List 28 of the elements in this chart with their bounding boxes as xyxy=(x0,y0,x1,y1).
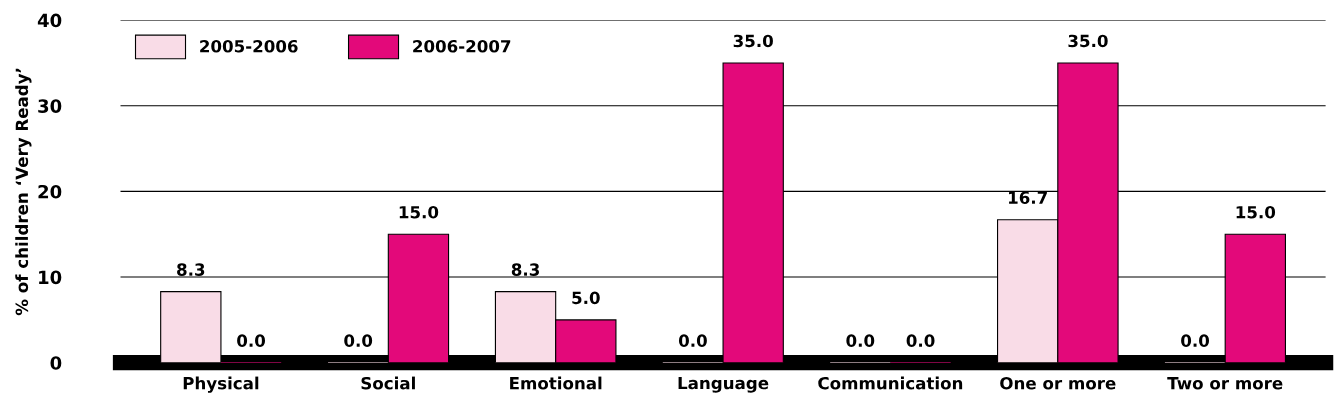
data-label: 15.0 xyxy=(399,205,439,219)
data-label: 5.0 xyxy=(572,291,600,305)
y-tick-label: 0 xyxy=(50,356,62,370)
x-tick-label: Emotional xyxy=(510,376,602,390)
legend-label: 2006-2007 xyxy=(413,39,511,53)
data-label: 35.0 xyxy=(733,34,773,48)
legend-label: 2005-2006 xyxy=(200,39,298,53)
data-label: 35.0 xyxy=(1068,34,1108,48)
x-tick-label: Social xyxy=(361,376,415,390)
data-label: 0.0 xyxy=(906,334,935,347)
data-label: 0.0 xyxy=(344,334,373,347)
x-tick-label: Language xyxy=(678,376,769,393)
data-label: 8.3 xyxy=(511,263,539,276)
data-label: 0.0 xyxy=(1181,334,1210,347)
data-label: 0.0 xyxy=(237,334,266,347)
x-tick-label: Two or more xyxy=(1167,377,1283,390)
x-tick-label: Physical xyxy=(183,376,259,393)
data-label: 0.0 xyxy=(846,334,875,347)
y-tick-label: 40 xyxy=(37,13,62,28)
y-tick-label: 20 xyxy=(38,184,62,199)
y-axis-title: % of children ‘Very Ready’ xyxy=(15,68,32,316)
y-tick-label: 30 xyxy=(38,99,62,113)
y-tick-label: 10 xyxy=(39,270,62,285)
data-label: 8.3 xyxy=(177,263,205,276)
data-label: 15.0 xyxy=(1236,205,1276,219)
x-tick-label: Communication xyxy=(818,376,963,390)
data-label: 0.0 xyxy=(678,334,707,347)
x-tick-label: One or more xyxy=(1000,376,1116,390)
